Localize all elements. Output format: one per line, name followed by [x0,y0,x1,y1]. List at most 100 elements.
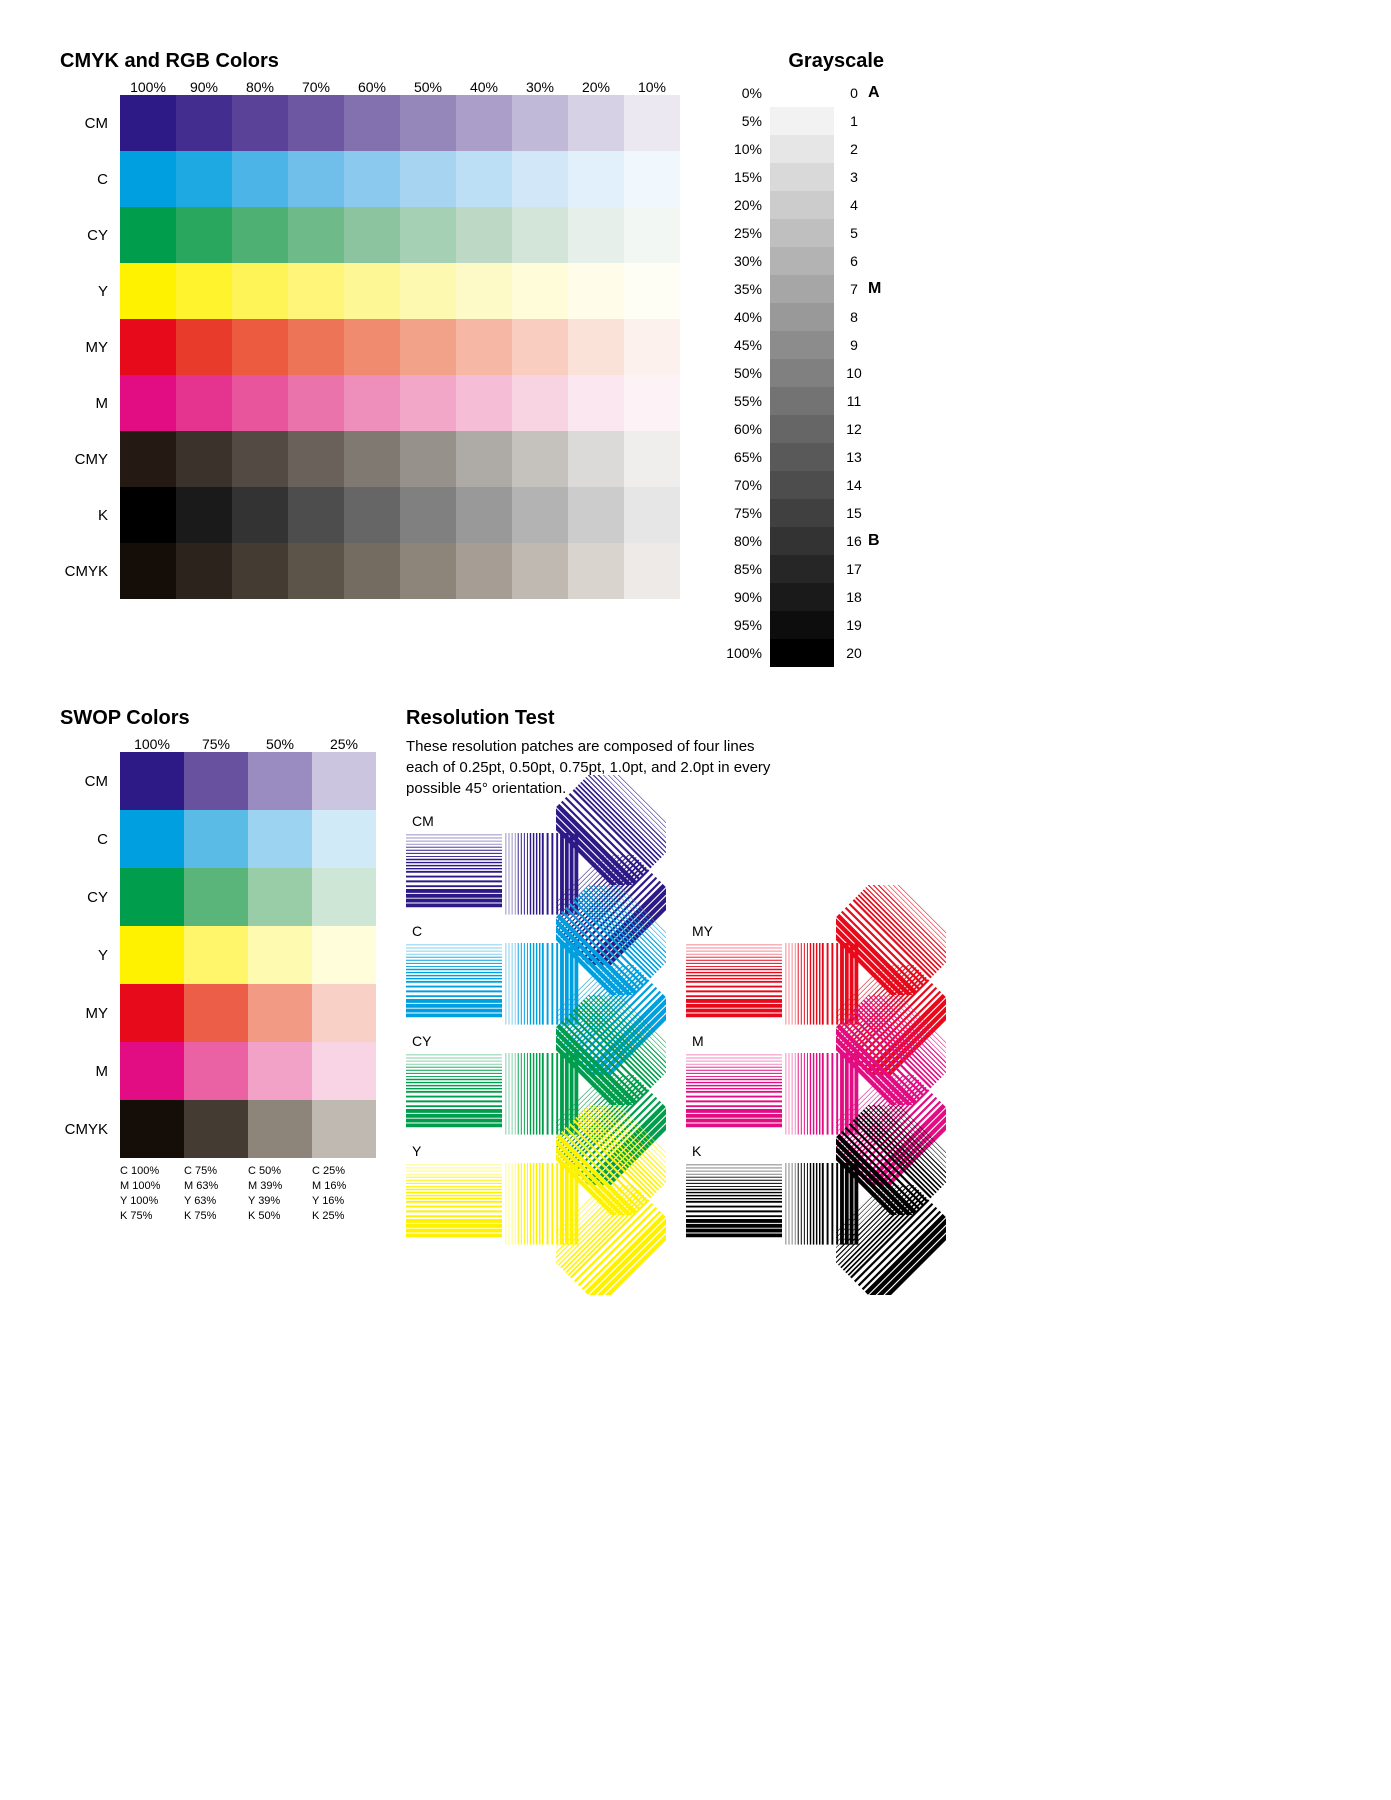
resolution-patch-label: CM [412,813,434,829]
color-swatch [232,431,288,487]
color-swatch [344,263,400,319]
color-swatch [176,375,232,431]
grayscale-row: 0%0A [720,79,884,107]
grayscale-row: 75% 15 [720,499,884,527]
grayscale-row: 25%5 [720,219,884,247]
swop-col-label: 75% [184,736,248,752]
grayscale-swatch [770,443,834,471]
swop-footer: C 100%M 100%Y 100%K 75%C 75%M 63%Y 63%K … [120,1164,376,1223]
swop-row-label: CMYK [60,1121,120,1138]
grayscale-swatch [770,611,834,639]
color-swatch [184,752,248,810]
color-swatch [312,868,376,926]
color-swatch [400,95,456,151]
grayscale-swatch [770,527,834,555]
swop-footer-value: Y 63% [184,1194,248,1209]
color-swatch [120,1042,184,1100]
color-swatch [248,1100,312,1158]
color-swatch [512,431,568,487]
grayscale-letter: A [864,84,884,102]
resolution-patch-label: MY [692,923,713,939]
cmyk-row: C [60,151,680,207]
grayscale-row: 40% 8 [720,303,884,331]
grayscale-pct: 75% [720,505,770,521]
grayscale-index: 8 [834,309,864,325]
swop-row-label: Y [60,947,120,964]
color-swatch [176,543,232,599]
color-swatch [624,375,680,431]
color-swatch [120,868,184,926]
grayscale-index: 19 [834,617,864,633]
color-swatch [232,207,288,263]
grayscale-index: 18 [834,589,864,605]
color-swatch [400,263,456,319]
grayscale-row: 50%10 [720,359,884,387]
swop-row-label: C [60,831,120,848]
grayscale-swatch [770,107,834,135]
color-swatch [176,95,232,151]
grayscale-pct: 100% [720,645,770,661]
grayscale-index: 1 [834,113,864,129]
color-swatch [624,263,680,319]
grayscale-letter: B [864,532,884,550]
color-swatch [512,487,568,543]
color-swatch [232,319,288,375]
color-swatch [248,810,312,868]
cmyk-col-label: 60% [344,79,400,95]
swop-colors-chart: SWOP Colors 100%75%50%25% CMCCYYMYMCMYK … [60,707,376,1295]
grayscale-swatch [770,79,834,107]
color-swatch [232,375,288,431]
grayscale-pct: 65% [720,449,770,465]
color-swatch [568,319,624,375]
color-swatch [120,1100,184,1158]
color-swatch [120,543,176,599]
color-swatch [624,151,680,207]
grayscale-swatch [770,331,834,359]
color-swatch [624,95,680,151]
color-swatch [232,151,288,207]
grayscale-title: Grayscale [720,50,884,73]
color-swatch [624,543,680,599]
color-swatch [184,868,248,926]
color-swatch [344,487,400,543]
grayscale-row: 5%1 [720,107,884,135]
swop-footer-value: K 75% [184,1209,248,1224]
grayscale-index: 7 [834,281,864,297]
color-swatch [456,375,512,431]
color-swatch [120,810,184,868]
grayscale-index: 20 [834,645,864,661]
grayscale-swatch [770,303,834,331]
color-swatch [248,752,312,810]
color-swatch [288,207,344,263]
grayscale-pct: 15% [720,169,770,185]
color-swatch [120,752,184,810]
color-swatch [568,95,624,151]
grayscale-row: 55%11 [720,387,884,415]
color-swatch [456,263,512,319]
swop-footer-value: M 39% [248,1179,312,1194]
grayscale-index: 15 [834,505,864,521]
grayscale-index: 17 [834,561,864,577]
grayscale-pct: 40% [720,309,770,325]
swop-footer-value: M 63% [184,1179,248,1194]
color-swatch [512,151,568,207]
swop-footer-col: C 25%M 16%Y 16%K 25% [312,1164,376,1223]
cmyk-row-label: CM [60,115,120,132]
color-swatch [568,543,624,599]
swop-footer-col: C 100%M 100%Y 100%K 75% [120,1164,184,1223]
color-swatch [184,1100,248,1158]
color-swatch [232,543,288,599]
color-swatch [624,207,680,263]
grayscale-pct: 35% [720,281,770,297]
grayscale-pct: 30% [720,253,770,269]
swop-row: MY [60,984,376,1042]
color-swatch [400,207,456,263]
color-swatch [624,431,680,487]
color-swatch [312,1042,376,1100]
grayscale-row: 70%14 [720,471,884,499]
grayscale-swatch [770,219,834,247]
cmyk-row: CM [60,95,680,151]
color-swatch [120,431,176,487]
grayscale-pct: 85% [720,561,770,577]
color-swatch [512,263,568,319]
